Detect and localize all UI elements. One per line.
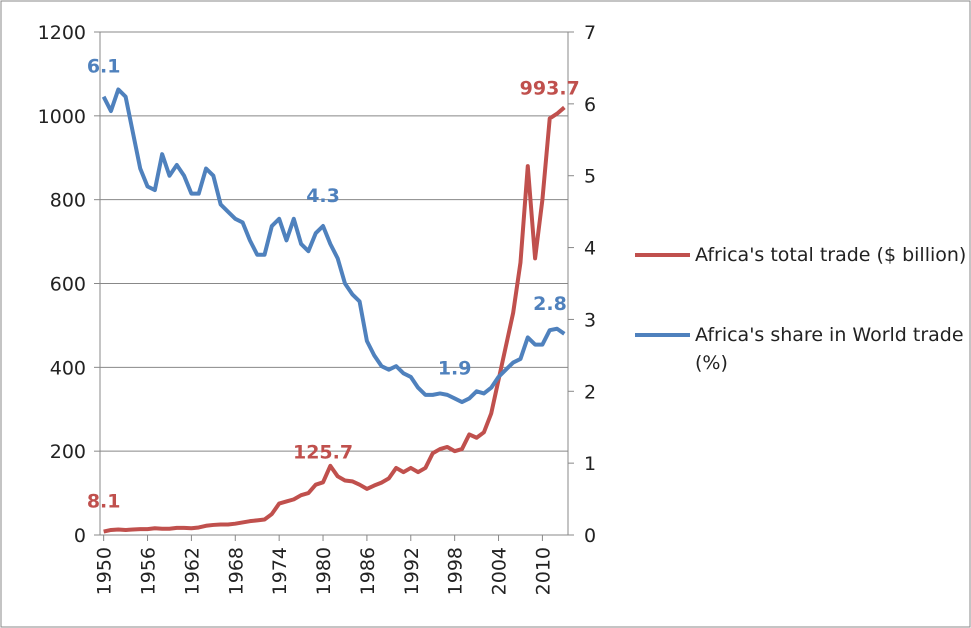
data-label: 125.7 [293, 441, 353, 463]
data-label: 8.1 [87, 491, 121, 513]
x-tick-label: 1986 [357, 547, 379, 595]
y2-tick-label: 5 [584, 166, 596, 188]
y2-tick-label: 6 [584, 94, 596, 116]
legend-label: Africa's total trade ($ billion) [695, 244, 967, 266]
y2-tick-label: 3 [584, 309, 596, 331]
data-line [101, 87, 566, 405]
x-tick-label: 1980 [313, 547, 335, 595]
y2-tick-label: 4 [584, 238, 596, 260]
x-tick-label: 1968 [225, 547, 247, 595]
x-tick-label: 2010 [532, 547, 554, 595]
y-tick-label: 1000 [38, 106, 86, 128]
x-tick-label: 1956 [138, 547, 160, 595]
x-tick-label: 1992 [401, 547, 423, 595]
x-tick-label: 1962 [181, 547, 203, 595]
legend-label: Africa's share in World trade (%) [695, 324, 964, 374]
y2-tick-label: 7 [584, 22, 596, 44]
y2-tick-label: 2 [584, 381, 596, 403]
x-tick-label: 1998 [445, 547, 467, 595]
y2-tick-label: 1 [584, 453, 596, 475]
x-tick-label: 1974 [269, 547, 291, 595]
y-tick-label: 0 [74, 525, 86, 547]
data-label: 2.8 [533, 293, 567, 315]
data-label: 993.7 [520, 77, 580, 99]
y-tick-label: 800 [50, 190, 86, 212]
data-label: 4.3 [306, 185, 340, 207]
x-tick-label: 2004 [489, 547, 511, 595]
y-tick-label: 200 [50, 441, 86, 463]
y-tick-label: 400 [50, 357, 86, 379]
data-label: 6.1 [87, 56, 121, 78]
y-tick-label: 1200 [38, 22, 86, 44]
y-tick-label: 600 [50, 274, 86, 296]
y2-tick-label: 0 [584, 525, 596, 547]
data-label: 1.9 [438, 357, 472, 379]
data-line [103, 105, 566, 534]
x-tick-label: 1950 [94, 547, 116, 595]
